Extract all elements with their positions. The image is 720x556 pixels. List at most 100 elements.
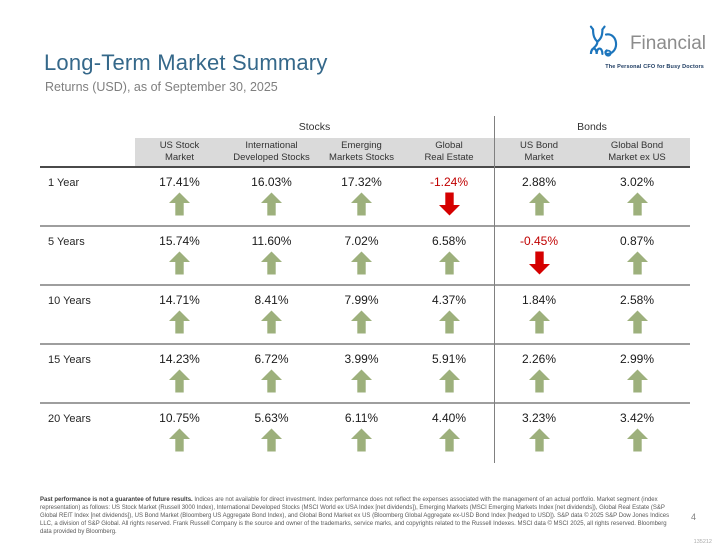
brand-logo: Financial The Personal CFO for Busy Doct…	[550, 24, 706, 70]
up-arrow-icon	[438, 251, 460, 275]
column-header-global-bond-market-ex-us: Global Bond Market ex US	[584, 138, 690, 166]
up-arrow-icon	[528, 192, 550, 216]
up-arrow-icon	[626, 192, 648, 216]
value-cell: 2.88%	[494, 168, 584, 225]
value-cell: 3.02%	[584, 168, 690, 225]
value-cell: -0.45%	[494, 227, 584, 284]
return-value: 5.63%	[254, 411, 289, 425]
up-arrow-icon	[169, 251, 190, 275]
value-cell: 7.02%	[319, 227, 404, 284]
up-arrow-icon	[261, 428, 282, 452]
up-arrow-icon	[169, 428, 190, 452]
down-arrow-icon	[528, 251, 550, 275]
return-value: 17.32%	[341, 175, 382, 189]
footer-disclaimer-body: Indices are not available for direct inv…	[40, 497, 670, 536]
return-value: 5.91%	[431, 352, 467, 366]
return-value: 14.23%	[159, 352, 200, 366]
return-value: 15.74%	[159, 234, 200, 248]
up-arrow-icon	[626, 369, 648, 393]
up-arrow-icon	[169, 310, 190, 334]
return-value: 8.41%	[254, 293, 289, 307]
column-header-us-stock-market: US Stock Market	[135, 138, 224, 166]
page-number: 4	[690, 512, 696, 522]
up-arrow-icon	[438, 369, 460, 393]
column-header-spacer	[40, 138, 135, 166]
value-cell: 5.91%	[404, 345, 494, 402]
return-value: 2.58%	[619, 293, 655, 307]
return-value: 0.87%	[619, 234, 655, 248]
up-arrow-icon	[261, 310, 282, 334]
brand-name: Financial	[629, 32, 706, 54]
row-label: 20 Years	[48, 413, 91, 425]
table-group-header-bonds: Bonds	[577, 121, 607, 133]
return-value: 2.88%	[521, 175, 557, 189]
column-header-global-real-estate: Global Real Estate	[404, 138, 494, 166]
return-value: 7.02%	[344, 234, 379, 248]
up-arrow-icon	[261, 369, 282, 393]
return-value: 3.99%	[344, 352, 379, 366]
stocks-bonds-divider	[494, 116, 495, 463]
column-header-international-developed-stocks: International Developed Stocks	[224, 138, 319, 166]
value-cell: 6.11%	[319, 404, 404, 463]
column-header-emerging-markets-stocks: Emerging Markets Stocks	[319, 138, 404, 166]
value-cell: 2.58%	[584, 286, 690, 343]
up-arrow-icon	[438, 310, 460, 334]
value-cell: 15.74%	[135, 227, 224, 284]
return-value: 3.02%	[619, 175, 655, 189]
value-cell: 5.63%	[224, 404, 319, 463]
table-group-header-stocks: Stocks	[298, 121, 331, 133]
return-value: -0.45%	[519, 234, 559, 248]
value-cell: 2.99%	[584, 345, 690, 402]
value-cell: 14.71%	[135, 286, 224, 343]
return-value: 4.40%	[431, 411, 467, 425]
value-cell: 2.26%	[494, 345, 584, 402]
value-cell: 4.37%	[404, 286, 494, 343]
page-title: Long-Term Market Summary	[44, 50, 328, 75]
table-group-header-row: Stocks Bonds	[40, 116, 690, 138]
up-arrow-icon	[528, 369, 550, 393]
up-arrow-icon	[626, 310, 648, 334]
value-cell: 3.99%	[319, 345, 404, 402]
up-arrow-icon	[351, 251, 372, 275]
return-value: 6.58%	[431, 234, 467, 248]
return-value: 17.41%	[159, 175, 200, 189]
row-label: 10 Years	[48, 295, 91, 307]
return-value: 10.75%	[159, 411, 200, 425]
row-label: 15 Years	[48, 354, 91, 366]
value-cell: 4.40%	[404, 404, 494, 463]
up-arrow-icon	[528, 310, 550, 334]
up-arrow-icon	[169, 192, 190, 216]
row-label: 5 Years	[48, 236, 85, 248]
up-arrow-icon	[261, 192, 282, 216]
table-row-5-years: 5 Years 15.74% 11.60% 7.02% 6.58% -0.45% 0.87%	[40, 227, 690, 286]
table-row-20-years: 20 Years 10.75% 5.63% 6.11% 4.40% 3.23% 3.42%	[40, 404, 690, 463]
return-value: 2.99%	[619, 352, 655, 366]
value-cell: 6.58%	[404, 227, 494, 284]
up-arrow-icon	[351, 192, 372, 216]
value-cell: 1.84%	[494, 286, 584, 343]
up-arrow-icon	[351, 369, 372, 393]
up-arrow-icon	[438, 428, 460, 452]
return-value: 11.60%	[251, 234, 292, 248]
value-cell: 6.72%	[224, 345, 319, 402]
row-label: 1 Year	[48, 177, 80, 189]
value-cell: 3.23%	[494, 404, 584, 463]
page-subtitle: Returns (USD), as of September 30, 2025	[45, 80, 278, 94]
doc-code: 135212	[693, 539, 712, 545]
return-value: 6.11%	[344, 411, 379, 425]
value-cell: 10.75%	[135, 404, 224, 463]
footer-disclaimer: Past performance is not a guarantee of f…	[40, 496, 672, 536]
footer-disclaimer-lead: Past performance is not a guarantee of f…	[40, 497, 193, 503]
value-cell: 14.23%	[135, 345, 224, 402]
down-arrow-icon	[438, 192, 460, 216]
up-arrow-icon	[626, 251, 648, 275]
return-value: 3.23%	[521, 411, 557, 425]
column-header-us-bond-market: US Bond Market	[494, 138, 584, 166]
return-value: 14.71%	[159, 293, 200, 307]
return-value: 2.26%	[521, 352, 557, 366]
up-arrow-icon	[626, 428, 648, 452]
return-value: 1.84%	[521, 293, 557, 307]
table-header-rule	[40, 166, 690, 168]
return-value: 6.72%	[254, 352, 289, 366]
